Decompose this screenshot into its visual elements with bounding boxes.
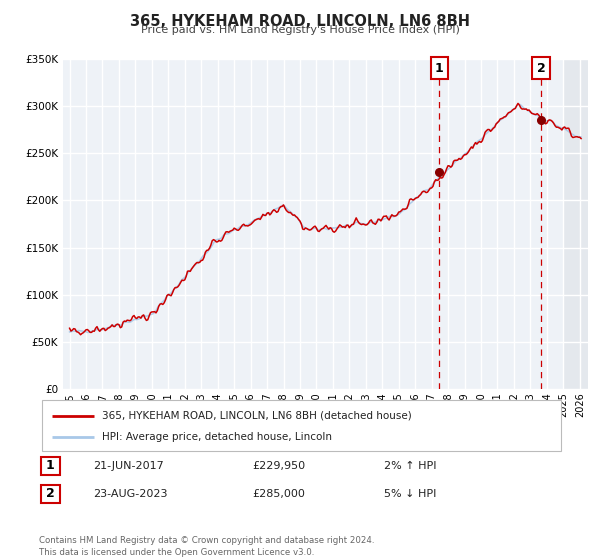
Text: 2: 2 (46, 487, 55, 501)
Text: £229,950: £229,950 (252, 461, 305, 471)
Text: 21-JUN-2017: 21-JUN-2017 (93, 461, 164, 471)
Text: 365, HYKEHAM ROAD, LINCOLN, LN6 8BH (detached house): 365, HYKEHAM ROAD, LINCOLN, LN6 8BH (det… (101, 410, 412, 421)
Text: 23-AUG-2023: 23-AUG-2023 (93, 489, 167, 499)
FancyBboxPatch shape (42, 400, 561, 451)
Text: HPI: Average price, detached house, Lincoln: HPI: Average price, detached house, Linc… (101, 432, 332, 442)
FancyBboxPatch shape (41, 484, 60, 503)
Text: £285,000: £285,000 (252, 489, 305, 499)
Text: 1: 1 (46, 459, 55, 473)
Text: 2% ↑ HPI: 2% ↑ HPI (384, 461, 437, 471)
Text: 5% ↓ HPI: 5% ↓ HPI (384, 489, 436, 499)
Text: 365, HYKEHAM ROAD, LINCOLN, LN6 8BH: 365, HYKEHAM ROAD, LINCOLN, LN6 8BH (130, 14, 470, 29)
Bar (563, 59, 600, 389)
Text: Contains HM Land Registry data © Crown copyright and database right 2024.
This d: Contains HM Land Registry data © Crown c… (39, 536, 374, 557)
Text: Price paid vs. HM Land Registry's House Price Index (HPI): Price paid vs. HM Land Registry's House … (140, 25, 460, 35)
Text: 1: 1 (435, 62, 444, 74)
Text: 2: 2 (536, 62, 545, 74)
FancyBboxPatch shape (41, 456, 60, 475)
